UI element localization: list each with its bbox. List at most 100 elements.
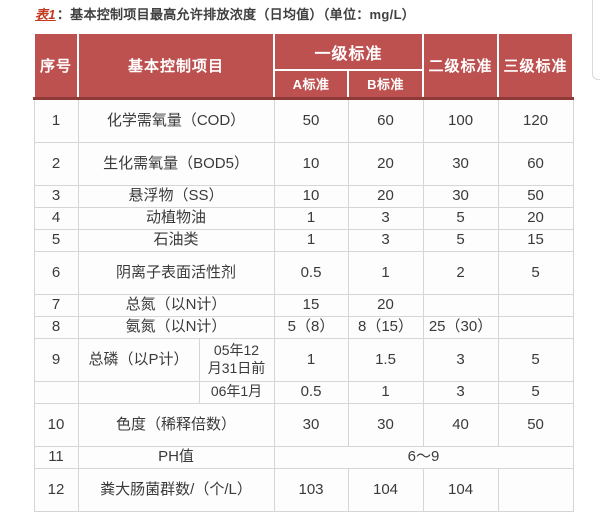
cell-value-level2: 30	[422, 184, 499, 208]
table-row: 5 石油类 1 3 5 15	[33, 228, 574, 252]
cell-item-name: 总氮（以N计）	[77, 293, 275, 317]
table-row: 7 总氮（以N计） 15 20	[33, 293, 574, 317]
cell-value-level2: 5	[422, 206, 499, 230]
cell-value-level3: 120	[497, 97, 574, 143]
cell-value-level2: 3	[422, 337, 499, 382]
cell-serial-no: 5	[33, 228, 79, 252]
cell-value-b: 20	[347, 184, 424, 208]
table-row: 06年1月 0.5 1 3 5	[33, 380, 574, 404]
table-row: 10 色度（稀释倍数） 30 30 40 50	[33, 402, 574, 447]
table-row: 6 阴离子表面活性剂 0.5 1 2 5	[33, 250, 574, 295]
table-header: 序号 基本控制项目 一级标准 二级标准 三级标准 A标准 B标准	[33, 32, 575, 100]
cell-item-name: 生化需氧量（BOD5）	[77, 141, 275, 186]
cell-serial-no: 2	[33, 141, 79, 186]
cell-value-a: 30	[273, 402, 349, 447]
cell-value-a: 1	[273, 228, 349, 252]
cell-item-name: 氨氮（以N计）	[77, 315, 275, 339]
cell-value-a: 50	[273, 97, 349, 143]
cell-value-level3: 5	[497, 380, 574, 404]
cell-value-b: 1.5	[347, 337, 424, 382]
table-row: 1 化学需氧量（COD） 50 60 100 120	[33, 97, 574, 143]
cell-value-level3	[497, 315, 574, 339]
cell-value-b: 3	[347, 228, 424, 252]
cell-value-level2: 3	[422, 380, 499, 404]
cell-item-name: 色度（稀释倍数）	[77, 402, 275, 447]
table-row: 11 PH值 6～9	[33, 445, 574, 469]
cell-serial-no: 11	[33, 445, 79, 469]
table-title-tag: 表1	[35, 7, 56, 22]
cell-item-name: PH值	[77, 445, 275, 469]
cell-value-level3	[497, 293, 574, 317]
cell-value-level2: 40	[422, 402, 499, 447]
table-title: 表1：基本控制项目最高允许排放浓度（日均值）（单位：mg/L）	[35, 4, 415, 23]
cell-value-level3: 60	[497, 141, 574, 186]
table-row: 2 生化需氧量（BOD5） 10 20 30 60	[33, 141, 574, 186]
table-row: 4 动植物油 1 3 5 20	[33, 206, 574, 230]
header-cell-level1: 一级标准	[273, 32, 425, 71]
header-cell-level2: 二级标准	[422, 32, 500, 100]
cell-item-name: 阴离子表面活性剂	[77, 250, 275, 295]
cell-value-level3: 20	[497, 206, 574, 230]
table-row: 9 总磷（以P计） 05年12 月31日前 1 1.5 3 5	[33, 337, 574, 382]
standards-table: 序号 基本控制项目 一级标准 二级标准 三级标准 A标准 B标准 1 化学需氧量（…	[33, 32, 575, 512]
cell-value-b: 20	[347, 141, 424, 186]
cell-value-a: 10	[273, 184, 349, 208]
cell-value-level2: 104	[422, 467, 499, 512]
cell-serial-no: 10	[33, 402, 79, 447]
cell-value-all-levels: 6～9	[273, 445, 574, 469]
cell-value-level2: 100	[422, 97, 499, 143]
cell-value-level3: 15	[497, 228, 574, 252]
cell-value-b: 60	[347, 97, 424, 143]
header-cell-item: 基本控制项目	[76, 32, 276, 100]
cell-item-name: 悬浮物（SS）	[77, 184, 275, 208]
cell-value-a: 5（8）	[273, 315, 349, 339]
cell-serial-no: 1	[33, 97, 79, 143]
cell-value-b: 20	[347, 293, 424, 317]
table-body: 1 化学需氧量（COD） 50 60 100 120 2 生化需氧量（BOD5） 10 20 30 6…	[33, 97, 574, 512]
cell-item-name	[77, 380, 200, 404]
header-cell-standard-a: A标准	[273, 69, 350, 100]
cell-value-a: 15	[273, 293, 349, 317]
cell-value-level3: 5	[497, 337, 574, 382]
cell-value-level3: 5	[497, 250, 574, 295]
cell-value-b: 104	[347, 467, 424, 512]
cell-item-name: 化学需氧量（COD）	[77, 97, 275, 143]
cell-value-b: 8（15）	[347, 315, 424, 339]
cell-date-condition: 05年12 月31日前	[198, 337, 275, 382]
cell-serial-no: 7	[33, 293, 79, 317]
cell-value-b: 1	[347, 380, 424, 404]
cell-value-a: 1	[273, 206, 349, 230]
cell-value-b: 30	[347, 402, 424, 447]
cell-serial-no: 12	[33, 467, 79, 512]
cell-value-a: 1	[273, 337, 349, 382]
table-row: 8 氨氮（以N计） 5（8） 8（15） 25（30）	[33, 315, 574, 339]
cell-value-a: 103	[273, 467, 349, 512]
cell-value-level2: 2	[422, 250, 499, 295]
cell-value-level3	[497, 467, 574, 512]
header-cell-standard-b: B标准	[347, 69, 425, 100]
cell-value-level2	[422, 293, 499, 317]
table-title-separator: ：	[56, 7, 71, 22]
cell-item-name: 粪大肠菌群数/（个/L）	[77, 467, 275, 512]
cell-value-level3: 50	[497, 402, 574, 447]
cell-value-b: 1	[347, 250, 424, 295]
cell-value-level2: 30	[422, 141, 499, 186]
header-cell-no: 序号	[33, 32, 79, 100]
cell-item-name: 总磷（以P计）	[77, 337, 200, 382]
cell-value-level2: 25（30）	[422, 315, 499, 339]
cell-item-name: 石油类	[77, 228, 275, 252]
cell-date-condition: 06年1月	[198, 380, 275, 404]
cell-value-a: 0.5	[273, 380, 349, 404]
table-row: 3 悬浮物（SS） 10 20 30 50	[33, 184, 574, 208]
adjacent-panel-corner	[592, 0, 600, 80]
cell-value-b: 3	[347, 206, 424, 230]
cell-value-level2: 5	[422, 228, 499, 252]
cell-value-a: 0.5	[273, 250, 349, 295]
cell-serial-no: 4	[33, 206, 79, 230]
cell-serial-no	[33, 380, 79, 404]
header-cell-level3: 三级标准	[497, 32, 575, 100]
cell-item-name: 动植物油	[77, 206, 275, 230]
cell-value-level3: 50	[497, 184, 574, 208]
cell-value-a: 10	[273, 141, 349, 186]
